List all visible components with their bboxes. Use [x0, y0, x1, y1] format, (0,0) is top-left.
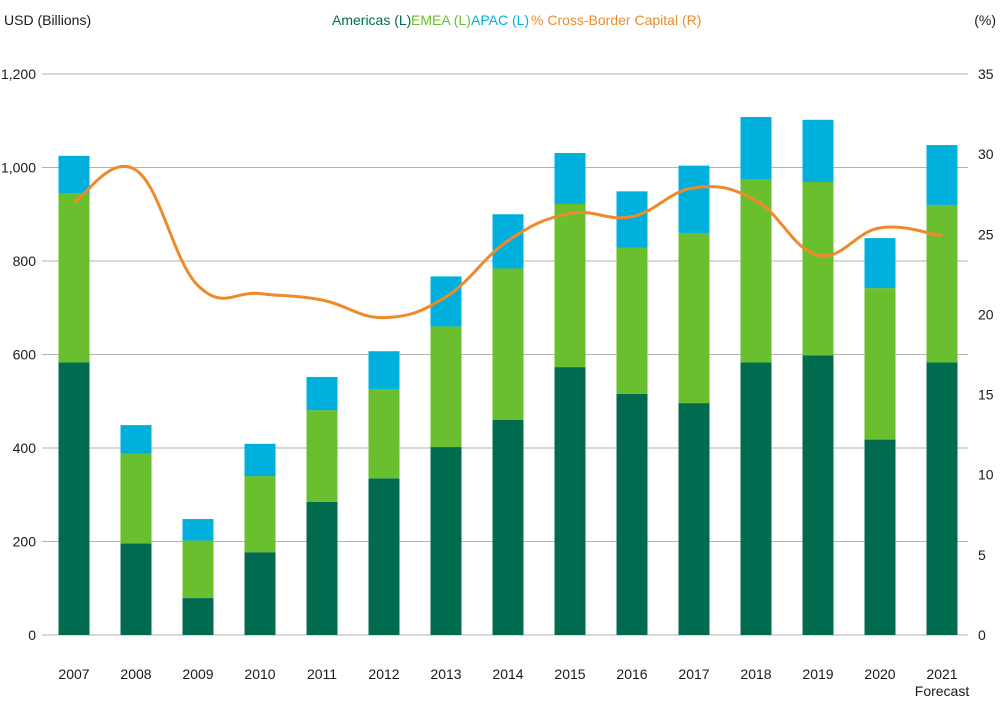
- x-tick-label: 2010: [244, 666, 275, 682]
- left-axis-title: USD (Billions): [4, 12, 91, 28]
- right-tick-label: 0: [978, 627, 986, 643]
- bar-americas-l: [430, 447, 462, 635]
- left-tick-label: 600: [13, 347, 37, 363]
- x-tick-label: 2011: [307, 666, 337, 682]
- bar-americas-l: [802, 355, 834, 635]
- bar-americas-l: [182, 598, 214, 635]
- right-axis-title: (%): [974, 12, 996, 28]
- bar-americas-l: [926, 362, 958, 635]
- right-tick-label: 25: [978, 226, 994, 242]
- x-tick-label: 2015: [554, 666, 585, 682]
- right-tick-label: 30: [978, 146, 994, 162]
- x-tick-label: 2019: [802, 666, 833, 682]
- x-tick-sublabel: Forecast: [915, 683, 970, 699]
- legend-entry: APAC (L): [471, 12, 529, 28]
- bar-emea-l: [926, 204, 958, 363]
- bar-apac-l: [802, 119, 834, 182]
- bar-americas-l: [678, 403, 710, 635]
- bar-apac-l: [244, 443, 276, 477]
- bar-emea-l: [678, 232, 710, 404]
- bar-emea-l: [120, 453, 152, 544]
- bar-emea-l: [492, 268, 524, 420]
- left-tick-label: 1,200: [1, 66, 36, 82]
- right-tick-label: 15: [978, 387, 994, 403]
- bar-americas-l: [244, 552, 276, 635]
- bar-emea-l: [58, 193, 90, 363]
- bar-americas-l: [58, 362, 90, 635]
- bar-apac-l: [120, 425, 152, 454]
- bar-apac-l: [306, 376, 338, 411]
- right-tick-label: 5: [978, 547, 986, 563]
- bar-apac-l: [182, 519, 214, 541]
- bar-americas-l: [740, 362, 772, 635]
- line-cross-border-capital: [73, 164, 943, 320]
- bar-americas-l: [492, 419, 524, 635]
- bar-apac-l: [58, 155, 90, 194]
- left-tick-label: 1,000: [1, 160, 36, 176]
- legend-entry: % Cross-Border Capital (R): [531, 12, 701, 28]
- bar-emea-l: [182, 540, 214, 599]
- bar-emea-l: [802, 181, 834, 356]
- x-tick-label: 2020: [864, 666, 895, 682]
- bar-emea-l: [306, 410, 338, 502]
- bar-emea-l: [430, 326, 462, 448]
- bar-emea-l: [864, 288, 896, 440]
- bar-emea-l: [616, 247, 648, 394]
- legend-entry: Americas (L): [332, 12, 411, 28]
- bar-apac-l: [678, 165, 710, 233]
- right-tick-label: 20: [978, 306, 994, 322]
- bar-emea-l: [554, 203, 586, 368]
- x-tick-label: 2009: [182, 666, 213, 682]
- bar-apac-l: [554, 153, 586, 204]
- bar-americas-l: [864, 439, 896, 635]
- bar-emea-l: [740, 179, 772, 363]
- bar-americas-l: [554, 367, 586, 635]
- bar-americas-l: [616, 393, 648, 635]
- bar-americas-l: [368, 478, 400, 635]
- left-tick-label: 800: [13, 253, 37, 269]
- bar-americas-l: [306, 501, 338, 635]
- bar-apac-l: [926, 145, 958, 205]
- x-tick-label: 2016: [616, 666, 647, 682]
- x-tick-label: 2017: [678, 666, 709, 682]
- bar-apac-l: [430, 276, 462, 327]
- legend-entry: EMEA (L): [411, 12, 471, 28]
- right-tick-label: 10: [978, 467, 994, 483]
- x-tick-label: 2007: [58, 666, 89, 682]
- tick-labels: 0 200 400 600 800 1,000 1,200 0 5 10 15 20 25 30 35 200…: [1, 66, 994, 699]
- bar-emea-l: [368, 389, 400, 479]
- bar-apac-l: [368, 351, 400, 390]
- cross-border-line: [73, 164, 943, 320]
- x-tick-label: 2008: [120, 666, 151, 682]
- left-tick-label: 200: [13, 534, 37, 550]
- bars: [58, 117, 958, 635]
- bar-americas-l: [120, 543, 152, 635]
- legend: Americas (L) EMEA (L) APAC (L)% Cross-Bord…: [332, 12, 701, 28]
- right-tick-label: 35: [978, 66, 994, 82]
- bar-apac-l: [616, 191, 648, 248]
- x-tick-label: 2021: [926, 666, 957, 682]
- bar-emea-l: [244, 476, 276, 553]
- x-tick-label: 2012: [368, 666, 399, 682]
- x-tick-label: 2014: [492, 666, 523, 682]
- x-tick-label: 2018: [740, 666, 771, 682]
- left-tick-label: 400: [13, 440, 37, 456]
- left-tick-label: 0: [28, 627, 36, 643]
- x-tick-label: 2013: [430, 666, 461, 682]
- bar-apac-l: [740, 117, 772, 180]
- bar-apac-l: [864, 238, 896, 289]
